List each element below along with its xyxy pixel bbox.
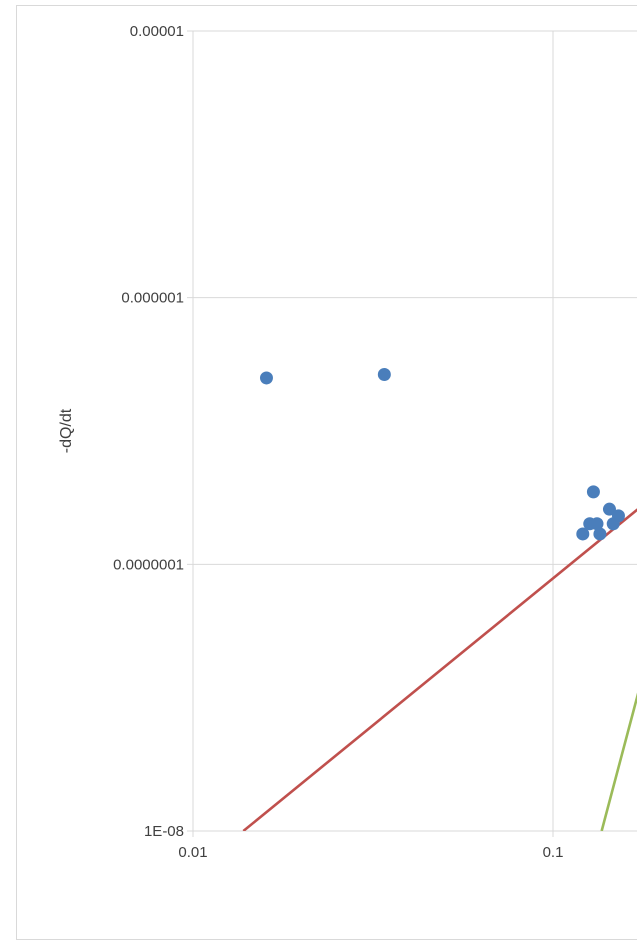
data-point (259, 371, 273, 385)
data-point (611, 509, 625, 523)
data-point (590, 517, 604, 531)
y-tick-label: 1E-08 (144, 823, 184, 840)
trend-line (242, 508, 637, 831)
gridlines (187, 30, 637, 837)
x-tick-label: 0.01 (178, 844, 207, 861)
y-tick-label: 0.000001 (121, 290, 184, 307)
data-point (377, 368, 391, 382)
chart-frame (16, 5, 637, 940)
y-tick-label: 0.0000001 (113, 556, 184, 573)
data-series (242, 368, 637, 831)
y-tick-labels: 1E-08 0.0000001 0.000001 0.00001 (113, 23, 184, 840)
data-point (586, 485, 600, 499)
data-point (576, 527, 590, 541)
y-axis-title: -dQ/dt (58, 408, 75, 453)
y-tick-label: 0.00001 (130, 23, 184, 40)
data-point (602, 502, 616, 516)
x-tick-labels: 0.01 0.1 (178, 844, 563, 861)
data-point (593, 527, 607, 541)
trend-line (600, 692, 637, 831)
x-tick-label: 0.1 (543, 844, 564, 861)
